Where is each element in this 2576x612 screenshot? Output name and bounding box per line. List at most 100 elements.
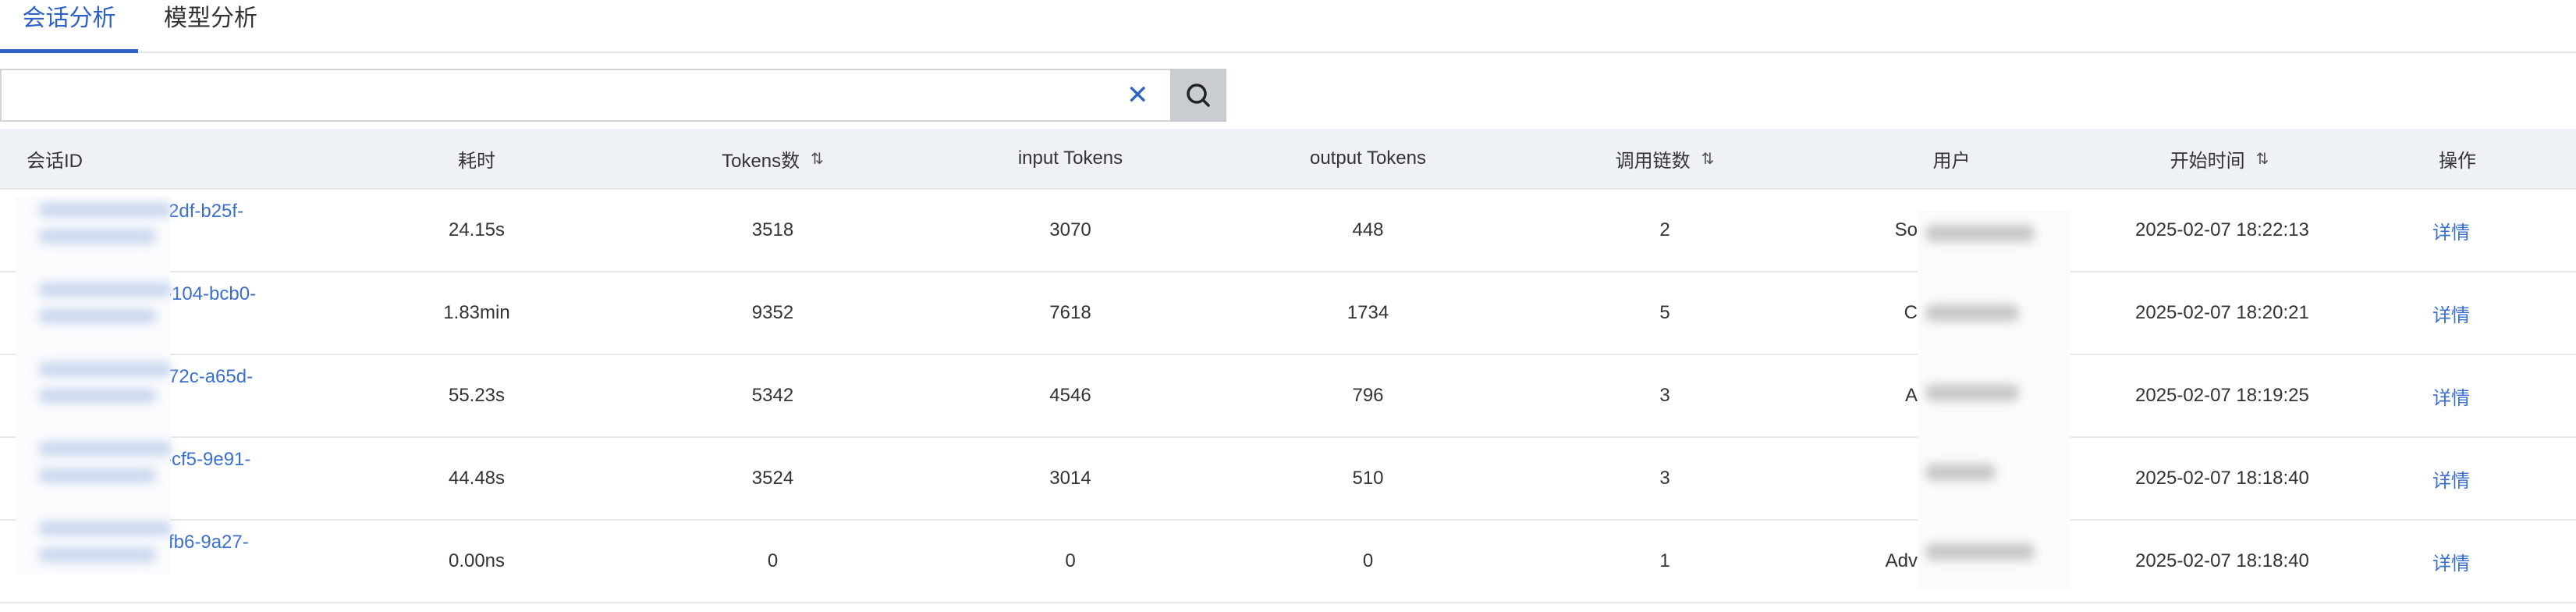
column-header-user: 用户 bbox=[1812, 129, 2091, 188]
input-tokens-cell: 7618 bbox=[1049, 302, 1091, 323]
duration-cell: 1.83min bbox=[443, 302, 510, 323]
table-row: -104-bcb0- 1.83min 9352 7618 1734 5 C 2025-02-0… bbox=[0, 272, 2576, 355]
user-cell: A bbox=[1904, 385, 1918, 406]
start-time-cell: 2025-02-07 18:18:40 bbox=[2135, 468, 2309, 489]
input-tokens-cell: 3014 bbox=[1049, 468, 1091, 489]
output-tokens-cell: 510 bbox=[1352, 468, 1384, 489]
search-input[interactable] bbox=[2, 70, 1109, 120]
start-time-cell: 2025-02-07 18:20:21 bbox=[2135, 302, 2309, 323]
column-header-action: 操作 bbox=[2348, 129, 2567, 188]
action-cell: 详情 bbox=[2432, 190, 2470, 271]
search-icon bbox=[1187, 84, 1210, 107]
search-button[interactable] bbox=[1170, 69, 1226, 122]
blurred-text bbox=[39, 442, 172, 456]
column-header-tokens[interactable]: Tokens数 ⇅ bbox=[624, 129, 921, 188]
tab-bar: 会话分析 模型分析 bbox=[0, 0, 2576, 53]
session-id-link[interactable]: -104-bcb0- bbox=[23, 272, 328, 355]
duration-cell: 24.15s bbox=[448, 219, 506, 240]
chain-count-cell: 3 bbox=[1659, 468, 1670, 489]
details-link[interactable]: 详情 bbox=[2432, 470, 2470, 492]
column-header-duration: 耗时 bbox=[328, 129, 625, 188]
redacted-id-overlay bbox=[16, 197, 172, 575]
session-id-text[interactable]: -cf5-9e91- bbox=[165, 449, 251, 470]
session-id-text[interactable]: 72c-a65d- bbox=[169, 366, 254, 387]
session-id-text[interactable]: 2df-b25f- bbox=[169, 201, 244, 222]
blurred-text bbox=[39, 468, 156, 482]
output-tokens-cell: 448 bbox=[1352, 219, 1384, 240]
chain-count-cell: 3 bbox=[1659, 385, 1670, 406]
start-time-cell: 2025-02-07 18:22:13 bbox=[2135, 219, 2309, 240]
output-tokens-cell: 796 bbox=[1352, 385, 1384, 406]
blurred-text bbox=[1925, 225, 2035, 242]
column-label: output Tokens bbox=[1309, 148, 1426, 169]
column-header-output-tokens: output Tokens bbox=[1219, 129, 1517, 188]
session-id-link[interactable]: -cf5-9e91- bbox=[23, 438, 328, 521]
session-id-link[interactable]: fb6-9a27- bbox=[23, 521, 328, 603]
tokens-cell: 3518 bbox=[751, 219, 794, 240]
blurred-text bbox=[1925, 304, 2019, 322]
column-label: 操作 bbox=[2439, 150, 2476, 172]
column-label: 开始时间 bbox=[2170, 150, 2245, 172]
output-tokens-cell: 1734 bbox=[1347, 302, 1389, 323]
search-bar: ✕ bbox=[0, 69, 1226, 122]
blurred-text bbox=[39, 309, 156, 323]
sort-icon[interactable]: ⇅ bbox=[811, 150, 824, 168]
start-time-cell: 2025-02-07 18:18:40 bbox=[2135, 550, 2309, 571]
details-link[interactable]: 详情 bbox=[2432, 553, 2470, 575]
sort-icon[interactable]: ⇅ bbox=[1701, 150, 1715, 168]
action-cell: 详情 bbox=[2432, 521, 2470, 602]
input-tokens-cell: 3070 bbox=[1049, 219, 1091, 240]
input-tokens-cell: 4546 bbox=[1049, 385, 1091, 406]
close-icon[interactable]: ✕ bbox=[1127, 80, 1149, 110]
column-label: 会话ID bbox=[27, 150, 83, 172]
tab-model-analysis[interactable]: 模型分析 bbox=[164, 5, 257, 31]
user-cell bbox=[1794, 438, 1918, 519]
session-id-link[interactable]: 2df-b25f- bbox=[23, 190, 328, 272]
table-header: 会话ID 耗时 Tokens数 ⇅ input Tokens output Tokens 调… bbox=[0, 129, 2576, 190]
duration-cell: 55.23s bbox=[448, 385, 506, 406]
output-tokens-cell: 0 bbox=[1362, 550, 1374, 571]
column-label: 用户 bbox=[1932, 150, 1971, 172]
redacted-user-overlay bbox=[1918, 211, 2070, 589]
column-header-start-time[interactable]: 开始时间 ⇅ bbox=[2091, 129, 2348, 188]
table-row: -cf5-9e91- 44.48s 3524 3014 510 3 2025-02-07 1… bbox=[0, 438, 2576, 521]
blurred-text bbox=[39, 203, 172, 217]
column-label: input Tokens bbox=[1017, 148, 1123, 169]
blurred-text bbox=[39, 548, 156, 562]
user-cell: So bbox=[1894, 219, 1918, 240]
session-id-link[interactable]: 72c-a65d- bbox=[23, 355, 328, 438]
session-id-text[interactable]: -104-bcb0- bbox=[165, 283, 257, 304]
action-cell: 详情 bbox=[2432, 438, 2470, 519]
duration-cell: 44.48s bbox=[448, 468, 506, 489]
action-cell: 详情 bbox=[2432, 272, 2470, 354]
column-label: 耗时 bbox=[458, 150, 495, 172]
tokens-cell: 5342 bbox=[751, 385, 794, 406]
column-label: Tokens数 bbox=[722, 150, 800, 172]
details-link[interactable]: 详情 bbox=[2432, 222, 2470, 244]
blurred-text bbox=[39, 230, 156, 244]
table-row: fb6-9a27- 0.00ns 0 0 0 1 Adv 2025-02-07 18:18:4… bbox=[0, 521, 2576, 603]
table-row: 72c-a65d- 55.23s 5342 4546 796 3 A 2025-02-07 1… bbox=[0, 355, 2576, 438]
action-cell: 详情 bbox=[2432, 355, 2470, 436]
tab-session-analysis[interactable]: 会话分析 bbox=[0, 0, 138, 53]
session-id-text[interactable]: fb6-9a27- bbox=[169, 532, 249, 553]
details-link[interactable]: 详情 bbox=[2432, 387, 2470, 409]
sort-icon[interactable]: ⇅ bbox=[2255, 150, 2269, 168]
chain-count-cell: 1 bbox=[1659, 550, 1670, 571]
tokens-cell: 0 bbox=[767, 550, 779, 571]
table-row: 2df-b25f- 24.15s 3518 3070 448 2 So 2025-02-07 … bbox=[0, 190, 2576, 272]
tokens-cell: 9352 bbox=[751, 302, 794, 323]
details-link[interactable]: 详情 bbox=[2432, 304, 2470, 326]
blurred-text bbox=[39, 283, 172, 297]
column-label: 调用链数 bbox=[1615, 150, 1691, 172]
start-time-cell: 2025-02-07 18:19:25 bbox=[2135, 385, 2309, 406]
duration-cell: 0.00ns bbox=[448, 550, 506, 571]
blurred-text bbox=[39, 362, 172, 376]
user-cell: Adv bbox=[1885, 550, 1918, 571]
blurred-text bbox=[1925, 543, 2035, 560]
column-header-session-id: 会话ID bbox=[27, 129, 323, 188]
blurred-text bbox=[39, 389, 156, 403]
column-header-chain-count[interactable]: 调用链数 ⇅ bbox=[1517, 129, 1813, 188]
blurred-text bbox=[39, 521, 172, 536]
blurred-text bbox=[1925, 384, 2019, 401]
